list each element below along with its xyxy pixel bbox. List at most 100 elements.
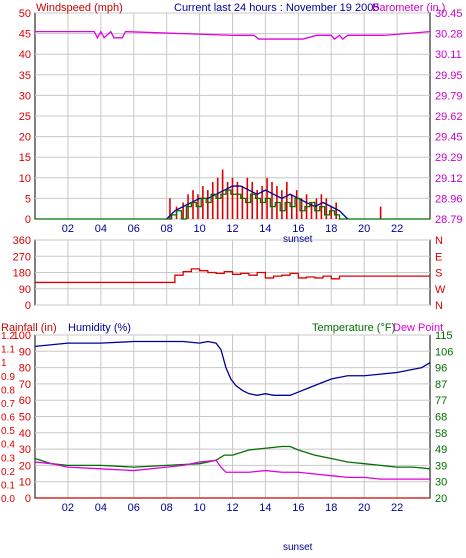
rainfall-tick-label: 0.2 (1, 467, 15, 478)
x-tick-label: 12 (226, 502, 238, 514)
sunset-marker-bottom: sunset (283, 542, 313, 553)
y-tick-label-left: 0 (25, 300, 31, 312)
y-tick-label-right: 30.45 (435, 8, 463, 20)
y-tick-label-left: 45 (19, 29, 31, 41)
y-tick-label-left: 70 (19, 379, 31, 391)
y-tick-label-left: 360 (13, 235, 31, 247)
y-tick-label-right: 77 (435, 395, 447, 407)
rainfall-tick-label: 0.0 (1, 494, 15, 505)
y-tick-label-right: 96 (435, 363, 447, 375)
y-tick-label-right: 39 (435, 460, 447, 472)
y-tick-label-left: 0 (25, 214, 31, 226)
y-tick-label-right: 29.95 (435, 70, 463, 82)
series-wind-average (166, 185, 349, 220)
x-tick-label: 16 (292, 502, 304, 514)
y-tick-label-right: 28.79 (435, 214, 463, 226)
y-tick-label-left: 30 (19, 90, 31, 102)
x-tick-label: 10 (193, 502, 205, 514)
x-tick-label: 18 (325, 502, 337, 514)
series-wind-speed (35, 189, 430, 220)
y-tick-label-left: 30 (19, 444, 31, 456)
rainfall-tick-label: 1 (1, 358, 7, 369)
x-tick-label: 02 (62, 502, 74, 514)
x-tick-label: 14 (259, 502, 271, 514)
x-tick-label: 22 (391, 502, 403, 514)
y-tick-label-left: 100 (13, 330, 31, 342)
x-tick-label: 06 (128, 223, 140, 235)
y-tick-label-left: 80 (19, 363, 31, 375)
y-tick-label-left: 180 (13, 268, 31, 280)
y-tick-label-right: 29.62 (435, 111, 463, 123)
rainfall-tick-label: 1.1 (1, 345, 15, 356)
y-tick-label-left: 10 (19, 173, 31, 185)
y-tick-label-left: 5 (25, 193, 31, 205)
y-tick-label-left: 50 (19, 412, 31, 424)
y-tick-label-left: 90 (19, 284, 31, 296)
y-tick-label-right: 87 (435, 379, 447, 391)
y-tick-label-right: N (435, 300, 443, 312)
y-tick-label-left: 20 (19, 132, 31, 144)
temperature-axis-title: Temperature (°F) (312, 322, 395, 334)
y-tick-label-right: 29.79 (435, 90, 463, 102)
y-tick-label-left: 40 (19, 428, 31, 440)
rainfall-tick-label: 0.8 (1, 385, 15, 396)
x-tick-label: 08 (161, 502, 173, 514)
sunset-marker-top: sunset (283, 234, 313, 245)
x-tick-label: 20 (358, 223, 370, 235)
rainfall-axis-title: Rainfall (in) (1, 322, 57, 334)
y-tick-label-right: E (435, 251, 442, 263)
humidity-axis-title: Humidity (%) (68, 322, 131, 334)
y-tick-label-left: 40 (19, 49, 31, 61)
series-barometer-in (35, 30, 431, 40)
y-tick-label-right: 30.28 (435, 29, 463, 41)
rainfall-tick-label: 0.9 (1, 372, 15, 383)
y-tick-label-right: 29.12 (435, 173, 463, 185)
y-tick-label-left: 15 (19, 152, 31, 164)
y-tick-label-right: 20 (435, 493, 447, 505)
x-tick-label: 22 (391, 223, 403, 235)
y-tick-label-left: 60 (19, 395, 31, 407)
y-tick-label-right: 30 (435, 477, 447, 489)
x-tick-label: 04 (95, 502, 107, 514)
y-tick-label-right: 28.96 (435, 193, 463, 205)
windspeed-axis-title: Windspeed (mph) (36, 2, 123, 14)
barometer-axis-title: Barometer (in.) (372, 2, 445, 14)
x-tick-label: 08 (161, 223, 173, 235)
rainfall-tick-label: 0.7 (1, 399, 15, 410)
x-tick-label: 04 (95, 223, 107, 235)
y-tick-label-right: 68 (435, 412, 447, 424)
y-tick-label-left: 50 (19, 8, 31, 20)
y-tick-label-right: 49 (435, 444, 447, 456)
series-humidity (34, 340, 431, 396)
dewpoint-axis-title: Dew Point (393, 322, 443, 334)
y-tick-label-left: 270 (13, 251, 31, 263)
rainfall-tick-label: 0.5 (1, 426, 15, 437)
y-tick-label-left: 35 (19, 70, 31, 82)
y-tick-label-left: 20 (19, 460, 31, 472)
y-tick-label-left: 25 (19, 111, 31, 123)
y-tick-label-right: 58 (435, 428, 447, 440)
x-tick-label: 02 (62, 223, 74, 235)
chart-title: Current last 24 hours : November 19 2005 (174, 2, 379, 14)
series-wind-direction (35, 268, 430, 284)
x-tick-label: 14 (259, 223, 271, 235)
x-tick-label: 12 (226, 223, 238, 235)
rainfall-tick-label: 0.1 (1, 480, 15, 491)
x-tick-label: 10 (193, 223, 205, 235)
y-tick-label-right: W (435, 284, 446, 296)
series-temperature-f (34, 445, 431, 470)
x-tick-label: 16 (292, 223, 304, 235)
y-tick-label-right: 115 (435, 330, 453, 342)
rainfall-tick-label: 0.3 (1, 453, 15, 464)
y-tick-label-left: 90 (19, 346, 31, 358)
x-tick-label: 18 (325, 223, 337, 235)
x-tick-label: 20 (358, 502, 370, 514)
y-tick-label-right: S (435, 268, 442, 280)
y-tick-label-right: 29.45 (435, 132, 463, 144)
series-dew-point (34, 459, 430, 480)
x-tick-label: 06 (128, 502, 140, 514)
y-tick-label-left: 10 (19, 477, 31, 489)
rainfall-tick-label: 0.6 (1, 413, 15, 424)
